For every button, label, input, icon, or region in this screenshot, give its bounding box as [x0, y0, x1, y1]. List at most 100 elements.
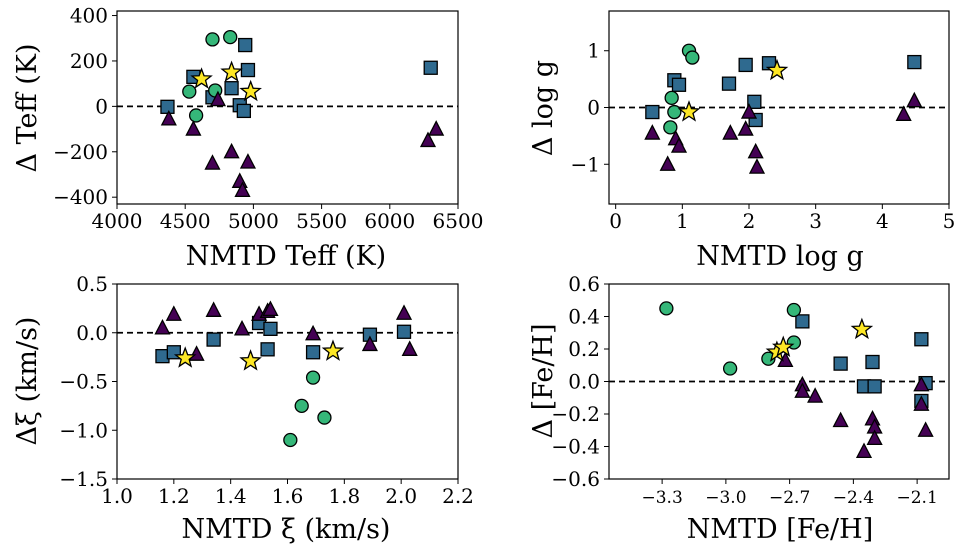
x-tick-label: 0 — [609, 209, 622, 233]
xlabel-teff: NMTD Teff (K) — [186, 241, 386, 272]
triangle-marker — [670, 137, 688, 153]
x-tick-label: −3.0 — [705, 488, 746, 508]
square-marker — [907, 54, 922, 70]
panel-logg: NMTD log g Δ log g 0 1 2 3 4 5 −1 0 1 — [528, 10, 955, 272]
x-tick-label: −2.7 — [769, 488, 810, 508]
circle-marker — [223, 29, 238, 45]
y-tick-label: −0.2 — [551, 402, 600, 426]
square-marker — [238, 37, 253, 53]
y-tick-label: −400 — [53, 185, 108, 209]
x-tick-label: 1 — [676, 209, 689, 233]
circle-marker — [283, 432, 298, 448]
triangle-marker — [209, 90, 227, 107]
triangle-marker — [866, 429, 883, 446]
x-tick-label: 2.2 — [442, 484, 474, 508]
xlabel-logg: NMTD log g — [696, 241, 864, 272]
y-tick-label: 0.5 — [76, 272, 108, 296]
y-tick-label: 0.6 — [568, 272, 600, 296]
square-marker — [396, 324, 412, 339]
y-tick-label: −1.0 — [59, 418, 108, 442]
square-marker — [671, 77, 687, 92]
triangle-marker — [154, 318, 171, 335]
plot-frame — [608, 10, 950, 205]
star-marker — [677, 100, 701, 122]
y-tick-label: −0.6 — [551, 467, 600, 491]
square-marker — [833, 356, 848, 371]
circle-marker — [786, 302, 802, 318]
triangle-marker — [401, 340, 418, 356]
x-tick-label: 4 — [876, 209, 889, 233]
x-tick-label: 4000 — [92, 209, 143, 233]
ylabel-feh: Δ [Fe/H] — [528, 323, 559, 438]
y-tick-label: 200 — [70, 49, 108, 73]
star-marker — [220, 60, 243, 82]
square-marker — [236, 103, 252, 119]
y-tick-label: −0.4 — [551, 435, 600, 459]
panel-feh: NMTD [Fe/H] Δ [Fe/H] −3.3 −3.0 −2.7 −2.4 −2.… — [528, 272, 950, 545]
circle-marker — [182, 84, 197, 99]
ylabel-teff: Δ Teff (K) — [12, 44, 43, 173]
xlabel-feh: NMTD [Fe/H] — [687, 514, 873, 545]
y-tick-label: −200 — [53, 140, 108, 164]
triangle-marker — [913, 375, 930, 392]
plot-frame — [116, 10, 459, 205]
triangle-marker — [305, 324, 322, 341]
circle-marker — [722, 361, 738, 376]
y-tick-label: 0 — [587, 96, 600, 120]
square-marker — [260, 342, 275, 357]
x-tick-label: 2 — [743, 209, 756, 233]
circle-marker — [317, 410, 332, 425]
y-tick-label: 0.4 — [568, 305, 600, 329]
triangle-marker — [395, 304, 413, 320]
x-tick-label: 1.2 — [158, 484, 190, 508]
x-tick-label: −2.1 — [896, 488, 937, 508]
triangle-marker — [233, 319, 251, 336]
circle-marker — [664, 90, 679, 105]
x-tick-label: 2.0 — [385, 484, 417, 508]
square-marker — [867, 379, 882, 394]
square-marker — [305, 345, 321, 360]
square-marker — [747, 94, 762, 109]
triangle-marker — [913, 395, 930, 411]
x-tick-label: −3.3 — [641, 488, 682, 508]
x-tick-label: 3 — [809, 209, 822, 233]
triangle-marker — [231, 172, 248, 188]
plot-frame — [116, 283, 459, 480]
square-marker — [914, 332, 929, 347]
circle-marker — [188, 108, 204, 123]
square-marker — [263, 321, 278, 337]
y-tick-label: 400 — [70, 4, 108, 28]
x-tick-label: 1.0 — [101, 484, 133, 508]
star-marker — [239, 349, 262, 371]
triangle-marker — [239, 153, 257, 169]
triangle-marker — [428, 120, 445, 136]
x-tick-label: 4500 — [160, 209, 211, 233]
circle-marker — [294, 398, 309, 414]
circle-marker — [305, 370, 321, 385]
triangle-marker — [737, 120, 754, 136]
x-tick-label: 1.8 — [328, 484, 360, 508]
x-tick-label: 1.4 — [215, 484, 247, 508]
triangle-marker — [747, 142, 764, 159]
square-marker — [206, 332, 221, 347]
xlabel-xi: NMTD ξ (km/s) — [182, 514, 391, 545]
triangle-marker — [722, 124, 739, 140]
triangle-marker — [204, 154, 221, 170]
square-marker — [795, 314, 810, 329]
triangle-marker — [361, 335, 378, 352]
circle-marker — [761, 351, 776, 366]
y-tick-label: 0.0 — [568, 370, 600, 394]
star-marker — [239, 79, 262, 102]
square-marker — [721, 76, 737, 91]
triangle-marker — [794, 382, 811, 398]
triangle-marker — [234, 181, 251, 198]
circle-marker — [667, 104, 682, 120]
triangle-marker — [185, 120, 202, 136]
star-marker — [190, 67, 213, 89]
circle-marker — [685, 50, 700, 65]
panel-teff: NMTD Teff (K) Δ Teff (K) 4000 4500 5000 550… — [12, 4, 483, 272]
circle-marker — [205, 32, 220, 47]
triangle-marker — [223, 142, 240, 159]
y-tick-label: 0.2 — [568, 337, 600, 361]
